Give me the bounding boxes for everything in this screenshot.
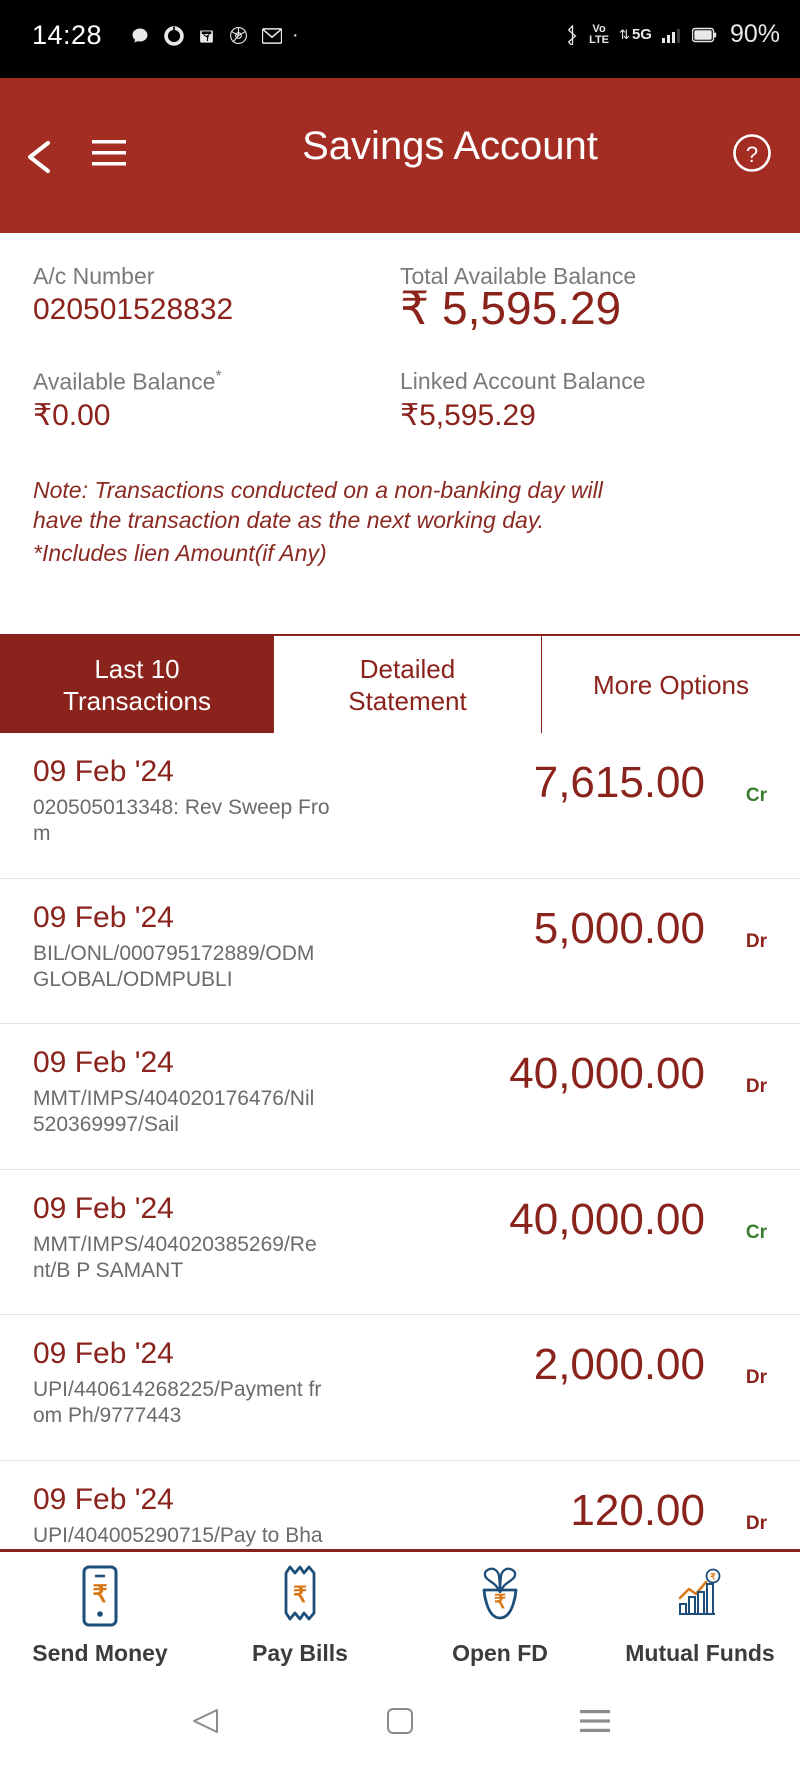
svg-text:₹: ₹ bbox=[494, 1592, 506, 1613]
svg-text:₹: ₹ bbox=[710, 1572, 716, 1582]
svg-text:f: f bbox=[206, 33, 209, 43]
svg-text:₹: ₹ bbox=[293, 1582, 307, 1607]
svg-text:?: ? bbox=[746, 142, 758, 167]
svg-text:₹: ₹ bbox=[92, 1581, 107, 1608]
